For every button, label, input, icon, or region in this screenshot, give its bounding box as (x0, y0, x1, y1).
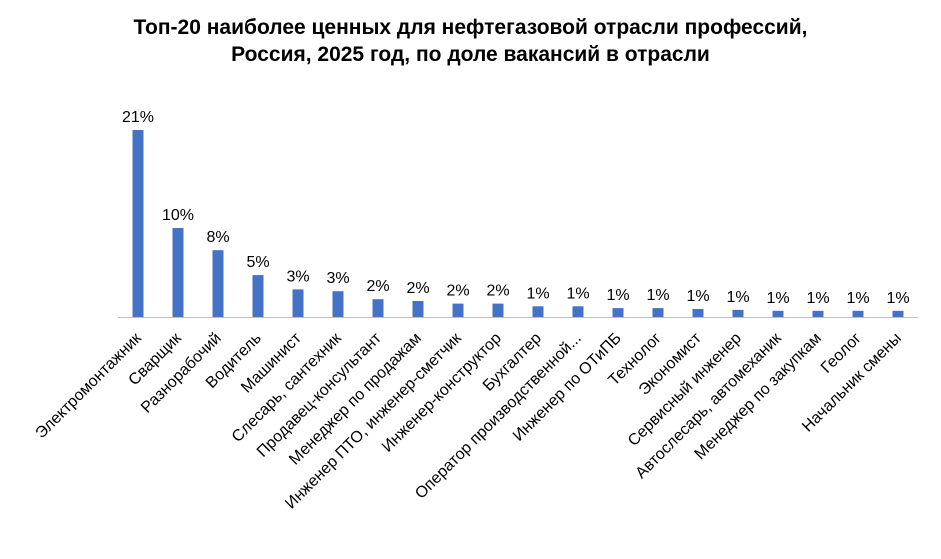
data-label-12: 1% (566, 285, 589, 302)
bar-8 (412, 301, 424, 317)
data-label-6: 3% (326, 270, 349, 287)
data-label-5: 3% (286, 268, 309, 285)
bar-11 (532, 306, 544, 317)
bar-20 (892, 310, 904, 317)
data-label-20: 1% (886, 290, 909, 307)
chart-title-line-1: Топ-20 наиболее ценных для нефтегазовой … (133, 16, 808, 39)
x-tick-label-17: Автослесарь, автомеханик (633, 329, 786, 482)
data-label-19: 1% (846, 290, 869, 307)
bar-4 (252, 275, 264, 317)
bar-12 (572, 306, 584, 317)
data-label-2: 10% (162, 207, 194, 224)
bar-13 (612, 308, 624, 317)
bar-6 (332, 291, 344, 317)
data-label-17: 1% (766, 290, 789, 307)
data-label-1: 21% (122, 109, 154, 126)
bar-10 (492, 303, 504, 317)
data-label-18: 1% (806, 290, 829, 307)
bar-9 (452, 303, 464, 317)
data-label-11: 1% (526, 285, 549, 302)
bar-3 (212, 250, 224, 317)
bar-14 (652, 308, 664, 317)
chart-title-line-2: Россия, 2025 год, по доле вакансий в отр… (231, 43, 710, 66)
bar-15 (692, 309, 704, 317)
data-label-14: 1% (646, 287, 669, 304)
bar-16 (732, 309, 744, 317)
data-label-8: 2% (406, 280, 429, 297)
chart-title: Топ-20 наиболее ценных для нефтегазовой … (0, 14, 941, 68)
data-label-7: 2% (366, 278, 389, 295)
data-label-3: 8% (206, 229, 229, 246)
data-label-15: 1% (686, 288, 709, 305)
bar-2 (172, 228, 184, 317)
bar-18 (812, 310, 824, 317)
data-label-10: 2% (486, 283, 509, 300)
x-tick-label-1: Электромонтажник (33, 329, 146, 442)
bar-17 (772, 310, 784, 317)
bar-19 (852, 310, 864, 317)
data-label-13: 1% (606, 287, 629, 304)
data-label-9: 2% (446, 283, 469, 300)
bar-7 (372, 299, 384, 317)
data-label-4: 5% (246, 254, 269, 271)
bar-1 (132, 130, 144, 317)
data-label-16: 1% (726, 289, 749, 306)
bar-5 (292, 289, 304, 317)
